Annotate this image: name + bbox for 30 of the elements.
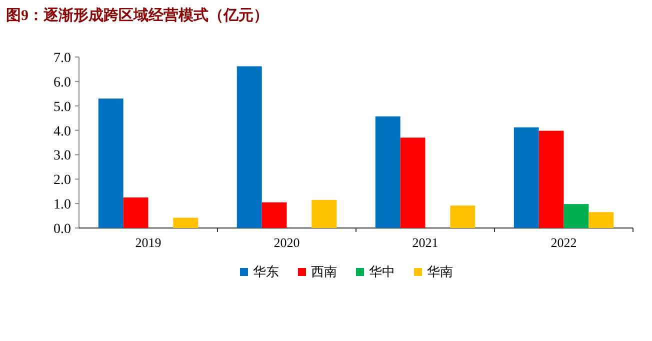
y-tick-label: 2.0: [54, 173, 71, 188]
bar: [375, 116, 400, 228]
bar: [312, 200, 337, 228]
legend-label: 西南: [311, 265, 337, 280]
y-tick-label: 7.0: [54, 51, 71, 66]
bar: [588, 212, 614, 228]
y-tick-label: 0.0: [54, 222, 71, 237]
bar: [123, 197, 148, 228]
bar: [400, 138, 426, 228]
bar: [98, 98, 124, 228]
bar: [236, 66, 262, 228]
y-tick-label: 5.0: [54, 100, 71, 115]
legend-label: 华中: [369, 265, 395, 280]
y-tick-label: 4.0: [54, 124, 71, 140]
bar: [173, 218, 198, 228]
bar: [262, 202, 287, 228]
bar: [538, 130, 564, 228]
y-tick-label: 6.0: [54, 75, 71, 90]
x-tick-label: 2019: [135, 235, 162, 250]
y-tick-label: 1.0: [54, 198, 71, 213]
chart-title: 图9：逐渐形成跨区域经营模式（亿元）: [6, 7, 268, 24]
legend-label: 华南: [427, 265, 453, 280]
bar: [564, 204, 589, 228]
x-tick-label: 2021: [412, 235, 438, 250]
bar: [514, 127, 539, 228]
x-tick-label: 2020: [274, 235, 300, 250]
y-tick-label: 3.0: [54, 148, 71, 164]
x-tick-label: 2022: [550, 235, 577, 250]
legend-label: 华东: [253, 265, 279, 280]
bar: [450, 206, 476, 228]
